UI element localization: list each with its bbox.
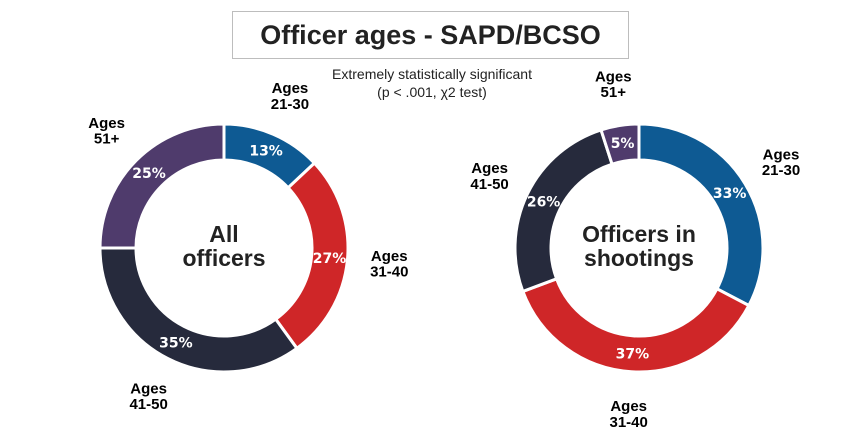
value-label-ages-51-plus-all-officers: 25% [132,166,166,182]
value-label-ages-51-plus-officers-in-shootings: 5% [611,136,635,152]
category-label-ages-41-50-all-officers: Ages 41-50 [129,380,167,413]
chart-title: Officer ages - SAPD/BCSO [260,19,601,50]
slice-ages-21-30-officers-in-shootings [637,122,765,308]
donut-officers-in-shootings: 33% Ages 21-30 37% Ages 31-40 26% Ages 41-50 5% Ag… [470,68,800,430]
slice-ages-51-plus-all-officers [98,122,226,250]
value-label-ages-21-30-all-officers: 13% [249,144,283,160]
slice-ages-51-plus-officers-in-shootings [599,122,641,167]
chart-title-box: Officer ages - SAPD/BCSO [232,11,629,59]
value-label-ages-31-40-all-officers: 27% [313,251,347,267]
donut-all-officers: 13% Ages 21-30 27% Ages 31-40 35% Ages 41-50 25% A… [88,80,408,413]
subtitle-line-2: (p < .001, χ2 test) [377,84,487,100]
slice-ages-31-40-officers-in-shootings [520,276,751,374]
category-label-ages-51-plus-officers-in-shootings: Ages 51+ [595,68,632,101]
subtitle-line-1: Extremely statistically significant [332,66,532,82]
category-label-ages-51-plus-all-officers: Ages 51+ [88,115,125,148]
category-label-ages-41-50-officers-in-shootings: Ages 41-50 [470,160,508,193]
category-label-ages-31-40-all-officers: Ages 31-40 [370,248,408,281]
value-label-ages-21-30-officers-in-shootings: 33% [713,186,747,202]
category-label-ages-21-30-all-officers: Ages 21-30 [271,80,309,113]
center-label-all-officers: All officers [182,221,265,271]
value-label-ages-31-40-officers-in-shootings: 37% [616,347,650,363]
category-label-ages-21-30-officers-in-shootings: Ages 21-30 [762,146,800,179]
slice-ages-41-50-all-officers [98,246,299,374]
value-label-ages-41-50-all-officers: 35% [159,335,193,351]
value-label-ages-41-50-officers-in-shootings: 26% [527,195,561,211]
center-label-officers-in-shootings: Officers in shootings [582,221,696,271]
category-label-ages-31-40-officers-in-shootings: Ages 31-40 [609,398,647,431]
